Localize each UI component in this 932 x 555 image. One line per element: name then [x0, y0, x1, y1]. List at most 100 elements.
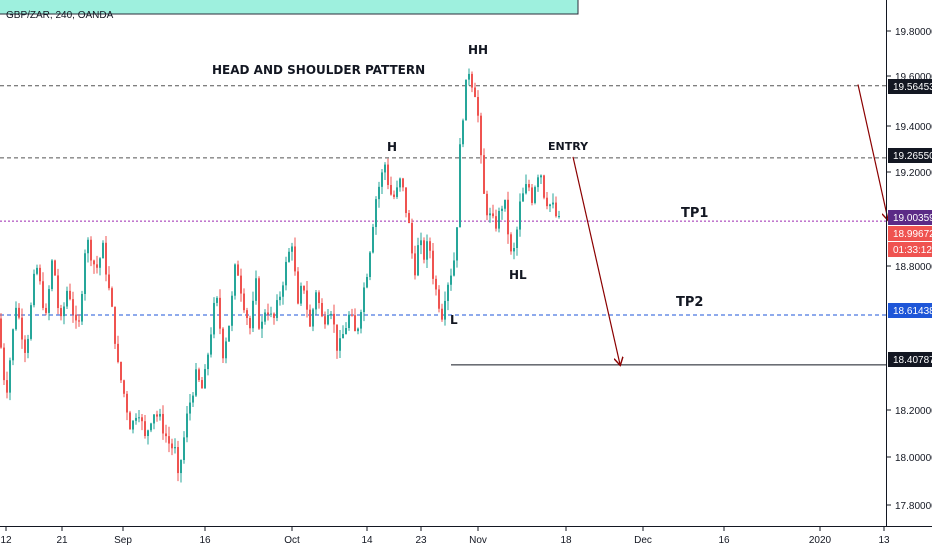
candle-body: [240, 275, 242, 294]
candle-body: [366, 276, 368, 288]
candle-body: [441, 308, 443, 320]
price-tick-label: 18.20000: [895, 406, 932, 417]
arrows-layer: [572, 84, 888, 364]
candle-body: [279, 296, 281, 301]
candle-body: [399, 178, 401, 188]
candle-body: [483, 155, 485, 194]
candle-body: [252, 300, 254, 329]
candle-body: [228, 325, 230, 342]
candle-body: [21, 317, 23, 340]
annotation-tp2: TP2: [676, 295, 703, 310]
candle-body: [147, 430, 149, 436]
candle-body: [72, 299, 74, 315]
candle-body: [75, 314, 77, 321]
candle-body: [12, 329, 14, 361]
candle-body: [45, 307, 47, 313]
candle-body: [339, 338, 341, 351]
candle-body: [126, 393, 128, 413]
candle-body: [129, 412, 131, 430]
price-label-19-26550: 19.26550: [888, 148, 932, 163]
candle-body: [375, 199, 377, 227]
candle-body: [345, 328, 347, 335]
candle-body: [531, 187, 533, 203]
price-label-18-40787: 18.40787: [888, 352, 932, 367]
candle-body: [213, 302, 215, 335]
candle-body: [411, 222, 413, 254]
candle-body: [192, 395, 194, 403]
candle-body: [198, 369, 200, 381]
chart-title: HEAD AND SHOULDER PATTERN: [212, 63, 425, 77]
price-label-19-56453: 19.56453: [888, 79, 932, 94]
candle-body: [144, 421, 146, 436]
svg-text:18.99672: 18.99672: [893, 229, 932, 240]
candle-body: [30, 305, 32, 339]
candle-body: [462, 120, 464, 145]
candle-body: [180, 460, 182, 474]
candle-body: [306, 290, 308, 310]
candle-body: [81, 294, 83, 322]
price-tick-label: 17.80000: [895, 501, 932, 512]
candle-body: [546, 197, 548, 207]
candle-body: [294, 246, 296, 272]
candle-body: [270, 313, 272, 315]
candle-body: [27, 338, 29, 353]
candle-body: [288, 251, 290, 262]
candle-body: [222, 328, 224, 359]
candle-body: [108, 274, 110, 289]
candle-body: [525, 184, 527, 194]
candle-body: [54, 260, 56, 276]
time-tick-label: Dec: [634, 535, 652, 546]
candle-body: [423, 240, 425, 260]
time-tick-label: 23: [415, 535, 427, 546]
candle-body: [432, 250, 434, 279]
candle-body: [15, 307, 17, 330]
candle-body: [351, 314, 353, 316]
candle-body: [486, 193, 488, 216]
candle-body: [405, 187, 407, 214]
candle-body: [120, 361, 122, 381]
annotation-hl: HL: [509, 268, 527, 282]
candle-body: [225, 341, 227, 359]
candle-body: [156, 414, 158, 417]
svg-text:18.61438: 18.61438: [893, 306, 932, 317]
candle-body: [249, 317, 251, 329]
candle-body: [237, 264, 239, 276]
candle-body: [9, 360, 11, 393]
candle-body: [516, 229, 518, 248]
candle-body: [132, 420, 134, 430]
candle-body: [402, 178, 404, 188]
candle-body: [507, 199, 509, 235]
candle-body: [474, 87, 476, 97]
candle-body: [207, 354, 209, 370]
candle-body: [267, 312, 269, 315]
candle-body: [138, 417, 140, 419]
candle-body: [69, 290, 71, 300]
time-tick-label: 14: [361, 535, 373, 546]
candle-body: [24, 339, 26, 353]
candle-body: [255, 278, 257, 301]
candle-body: [390, 184, 392, 195]
time-tick-label: Oct: [284, 535, 300, 546]
price-tick-label: 18.00000: [895, 453, 932, 464]
candle-body: [102, 242, 104, 259]
candle-body: [285, 261, 287, 286]
levels-layer: [0, 85, 886, 366]
svg-text:01:33:12: 01:33:12: [893, 245, 932, 256]
candle-body: [297, 271, 299, 304]
candle-body: [393, 194, 395, 197]
candle-body: [210, 334, 212, 355]
candle-body: [258, 278, 260, 329]
candle-body: [450, 275, 452, 285]
candle-body: [495, 216, 497, 229]
candle-body: [528, 184, 530, 188]
candle-body: [189, 402, 191, 414]
candle-body: [39, 267, 41, 282]
candle-body: [195, 369, 197, 396]
candle-body: [105, 242, 107, 275]
price-label-18-99672: 18.99672: [888, 226, 932, 241]
annotation-tp1: TP1: [681, 206, 708, 221]
annotation-l: L: [450, 313, 458, 327]
price-tick-label: 19.60000: [895, 72, 932, 83]
